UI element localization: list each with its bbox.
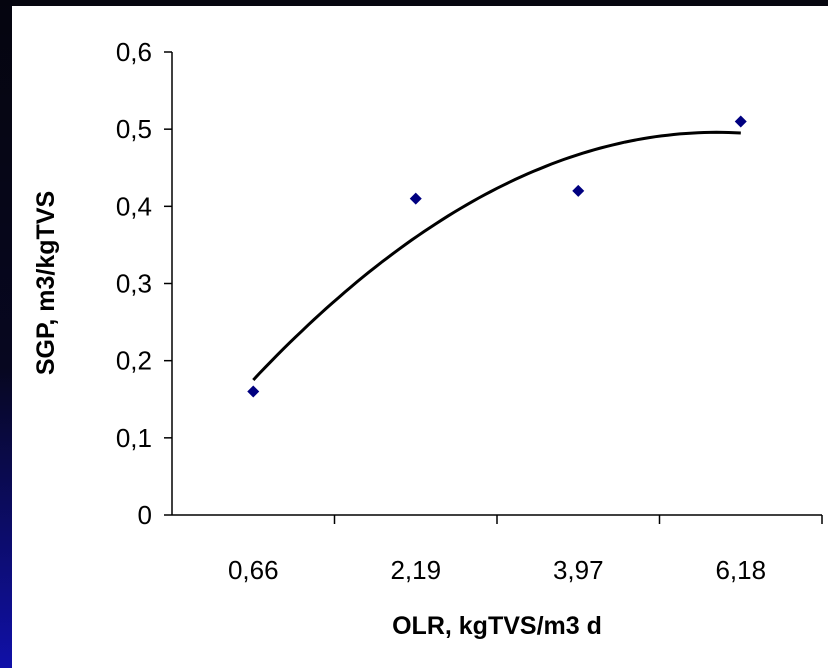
x-tick-label: 3,97	[553, 555, 604, 585]
y-tick-label: 0,2	[116, 346, 152, 376]
x-tick-label: 0,66	[228, 555, 279, 585]
y-tick-label: 0,3	[116, 269, 152, 299]
chart-area	[12, 6, 828, 668]
data-point	[734, 115, 747, 128]
x-tick-label: 2,19	[390, 555, 441, 585]
frame-top-border	[0, 0, 828, 6]
data-point	[409, 192, 422, 205]
frame-left-border	[0, 0, 12, 668]
y-tick-label: 0,4	[116, 191, 152, 221]
x-axis-title: OLR, kgTVS/m3 d	[392, 612, 602, 640]
y-tick-label: 0,6	[116, 37, 152, 67]
trendline	[252, 130, 741, 382]
y-tick-label: 0,5	[116, 114, 152, 144]
x-tick-label: 6,18	[715, 555, 766, 585]
y-tick-label: 0,1	[116, 423, 152, 453]
y-tick-label: 0	[138, 500, 152, 530]
data-points-group	[247, 115, 747, 398]
y-ticks-group: 0 0,1 0,2 0,3 0,4 0,5 0,6	[116, 37, 172, 530]
axes-group	[171, 52, 822, 516]
y-axis-title: SGP, m3/kgTVS	[32, 191, 60, 375]
x-ticks-group: 0,66 2,19 3,97 6,18	[228, 515, 823, 585]
data-point	[247, 385, 260, 398]
data-point	[572, 184, 585, 197]
